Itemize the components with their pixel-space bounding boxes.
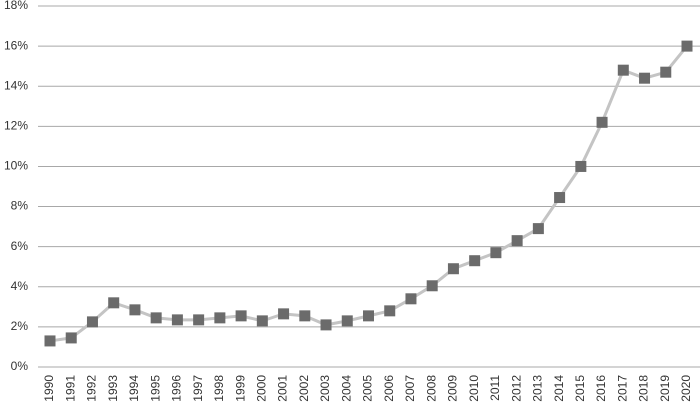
marker [299, 310, 311, 322]
y-tick-label: 6% [11, 239, 29, 253]
y-tick-label: 4% [11, 279, 29, 293]
marker [129, 304, 141, 316]
x-tick-label: 2001 [276, 375, 290, 402]
x-tick-label: 1997 [191, 375, 205, 402]
x-tick-label: 1990 [42, 375, 56, 402]
x-tick-label: 1998 [212, 375, 226, 402]
marker [235, 310, 247, 322]
x-tick-label: 2015 [573, 375, 587, 402]
marker [554, 192, 566, 204]
marker [639, 72, 651, 84]
x-tick-label: 2007 [403, 375, 417, 402]
marker [108, 297, 120, 309]
x-tick-label: 2003 [318, 375, 332, 402]
y-tick-label: 10% [4, 159, 28, 173]
y-tick-label: 14% [4, 78, 28, 92]
x-tick-label: 1994 [127, 375, 141, 402]
x-tick-label: 2012 [509, 375, 523, 402]
y-tick-label: 2% [11, 319, 29, 333]
marker [341, 315, 353, 327]
x-tick-label: 2005 [361, 375, 375, 402]
x-tick-label: 1996 [170, 375, 184, 402]
marker [150, 312, 162, 324]
y-tick-label: 18% [4, 0, 28, 12]
x-tick-label: 1995 [148, 375, 162, 402]
y-tick-label: 16% [4, 38, 28, 52]
marker [617, 64, 629, 76]
x-tick-label: 2016 [594, 375, 608, 402]
marker [256, 315, 268, 327]
marker [363, 310, 374, 322]
x-tick-label: 2013 [531, 375, 545, 402]
x-tick-label: 2014 [552, 375, 566, 402]
x-tick-label: 2009 [446, 375, 460, 402]
x-tick-label: 2018 [637, 375, 651, 402]
x-tick-label: 2004 [339, 375, 353, 402]
marker [65, 332, 77, 344]
marker [511, 235, 523, 247]
marker [469, 255, 481, 267]
marker [490, 247, 502, 259]
marker [384, 305, 396, 317]
marker [44, 335, 56, 347]
marker [532, 223, 544, 235]
y-tick-label: 12% [4, 119, 28, 133]
marker [447, 263, 459, 275]
marker [214, 312, 226, 324]
y-tick-label: 8% [11, 199, 29, 213]
x-tick-label: 1992 [85, 375, 99, 402]
y-tick-label: 0% [11, 359, 29, 373]
x-tick-label: 2017 [615, 375, 629, 402]
x-tick-label: 1999 [233, 375, 247, 402]
marker [193, 314, 205, 326]
x-tick-label: 2006 [382, 375, 396, 402]
marker [660, 66, 672, 78]
marker [575, 160, 587, 172]
x-tick-label: 2000 [255, 375, 269, 402]
x-tick-label: 2020 [679, 375, 693, 402]
x-tick-label: 2008 [424, 375, 438, 402]
x-tick-label: 1993 [106, 375, 120, 402]
x-tick-label: 1991 [63, 375, 77, 402]
x-tick-label: 2019 [658, 375, 672, 402]
marker [86, 316, 98, 328]
x-tick-label: 2011 [488, 375, 502, 401]
marker [278, 308, 290, 320]
marker [171, 314, 183, 326]
marker [426, 280, 438, 292]
marker [596, 116, 608, 128]
x-tick-label: 2010 [467, 375, 481, 402]
marker [405, 293, 417, 305]
marker [681, 40, 693, 52]
marker [320, 319, 332, 331]
series-line [49, 45, 689, 343]
x-tick-label: 2002 [297, 375, 311, 402]
